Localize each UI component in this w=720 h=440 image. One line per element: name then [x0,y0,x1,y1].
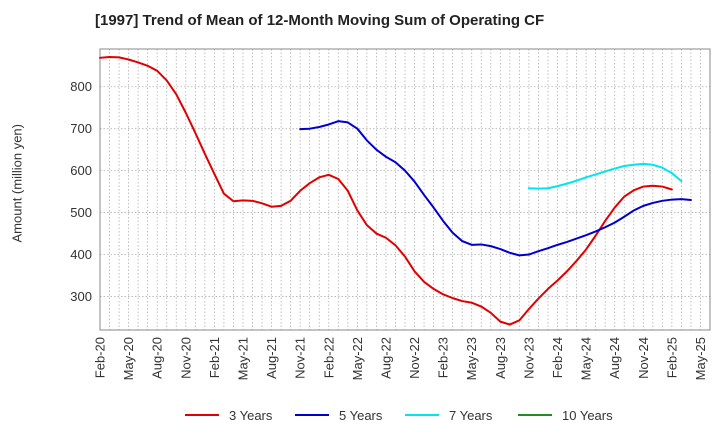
x-tick-label: Feb-23 [436,337,451,378]
y-tick-label: 700 [70,121,92,136]
chart-title: [1997] Trend of Mean of 12-Month Moving … [95,12,545,29]
legend-swatch-10-years [518,414,552,416]
y-tick-label: 300 [70,289,92,304]
x-tick-label: Feb-22 [321,337,336,378]
x-tick-label: May-24 [579,337,594,380]
plot-frame [99,48,711,331]
y-tick-label: 400 [70,247,92,262]
x-tick-label: May-23 [464,337,479,380]
y-tick-label: 600 [70,163,92,178]
legend-item-5-years: 5 Years [295,405,382,425]
x-tick-label: Nov-20 [178,337,193,379]
legend-label-7-years: 7 Years [449,407,493,423]
x-tick-label: Aug-22 [378,337,393,379]
legend-swatch-5-years [295,414,329,416]
x-tick-label: Nov-21 [293,337,308,379]
legend-swatch-3-years [185,414,219,416]
series-line-7-years [527,162,683,190]
x-tick-label: May-25 [693,337,708,380]
x-tick-label: Nov-24 [636,337,651,379]
legend: 3 Years 5 Years 7 Years 10 Years [0,405,720,425]
x-tick-label: Feb-24 [550,337,565,378]
x-tick-label: Aug-20 [150,337,165,379]
series-line-3-years [99,55,673,326]
x-tick-label: Aug-23 [493,337,508,379]
legend-label-10-years: 10 Years [562,407,613,423]
legend-item-10-years: 10 Years [518,405,613,425]
x-tick-label: May-20 [121,337,136,380]
y-tick-label: 500 [70,205,92,220]
series-line-5-years [299,120,692,257]
legend-item-7-years: 7 Years [405,405,492,425]
y-tick-label: 800 [70,79,92,94]
legend-item-3-years: 3 Years [185,405,272,425]
legend-swatch-7-years [405,414,439,416]
x-tick-label: Aug-24 [607,337,622,379]
legend-label-3-years: 3 Years [229,407,273,423]
x-tick-label: Nov-22 [407,337,422,379]
x-tick-label: Aug-21 [264,337,279,379]
x-tick-label: Feb-20 [93,337,108,378]
x-tick-label: Nov-23 [521,337,536,379]
x-tick-label: May-21 [235,337,250,380]
x-tick-label: Feb-21 [207,337,222,378]
legend-label-5-years: 5 Years [339,407,383,423]
x-tick-label: Feb-25 [664,337,679,378]
x-tick-label: May-22 [350,337,365,380]
